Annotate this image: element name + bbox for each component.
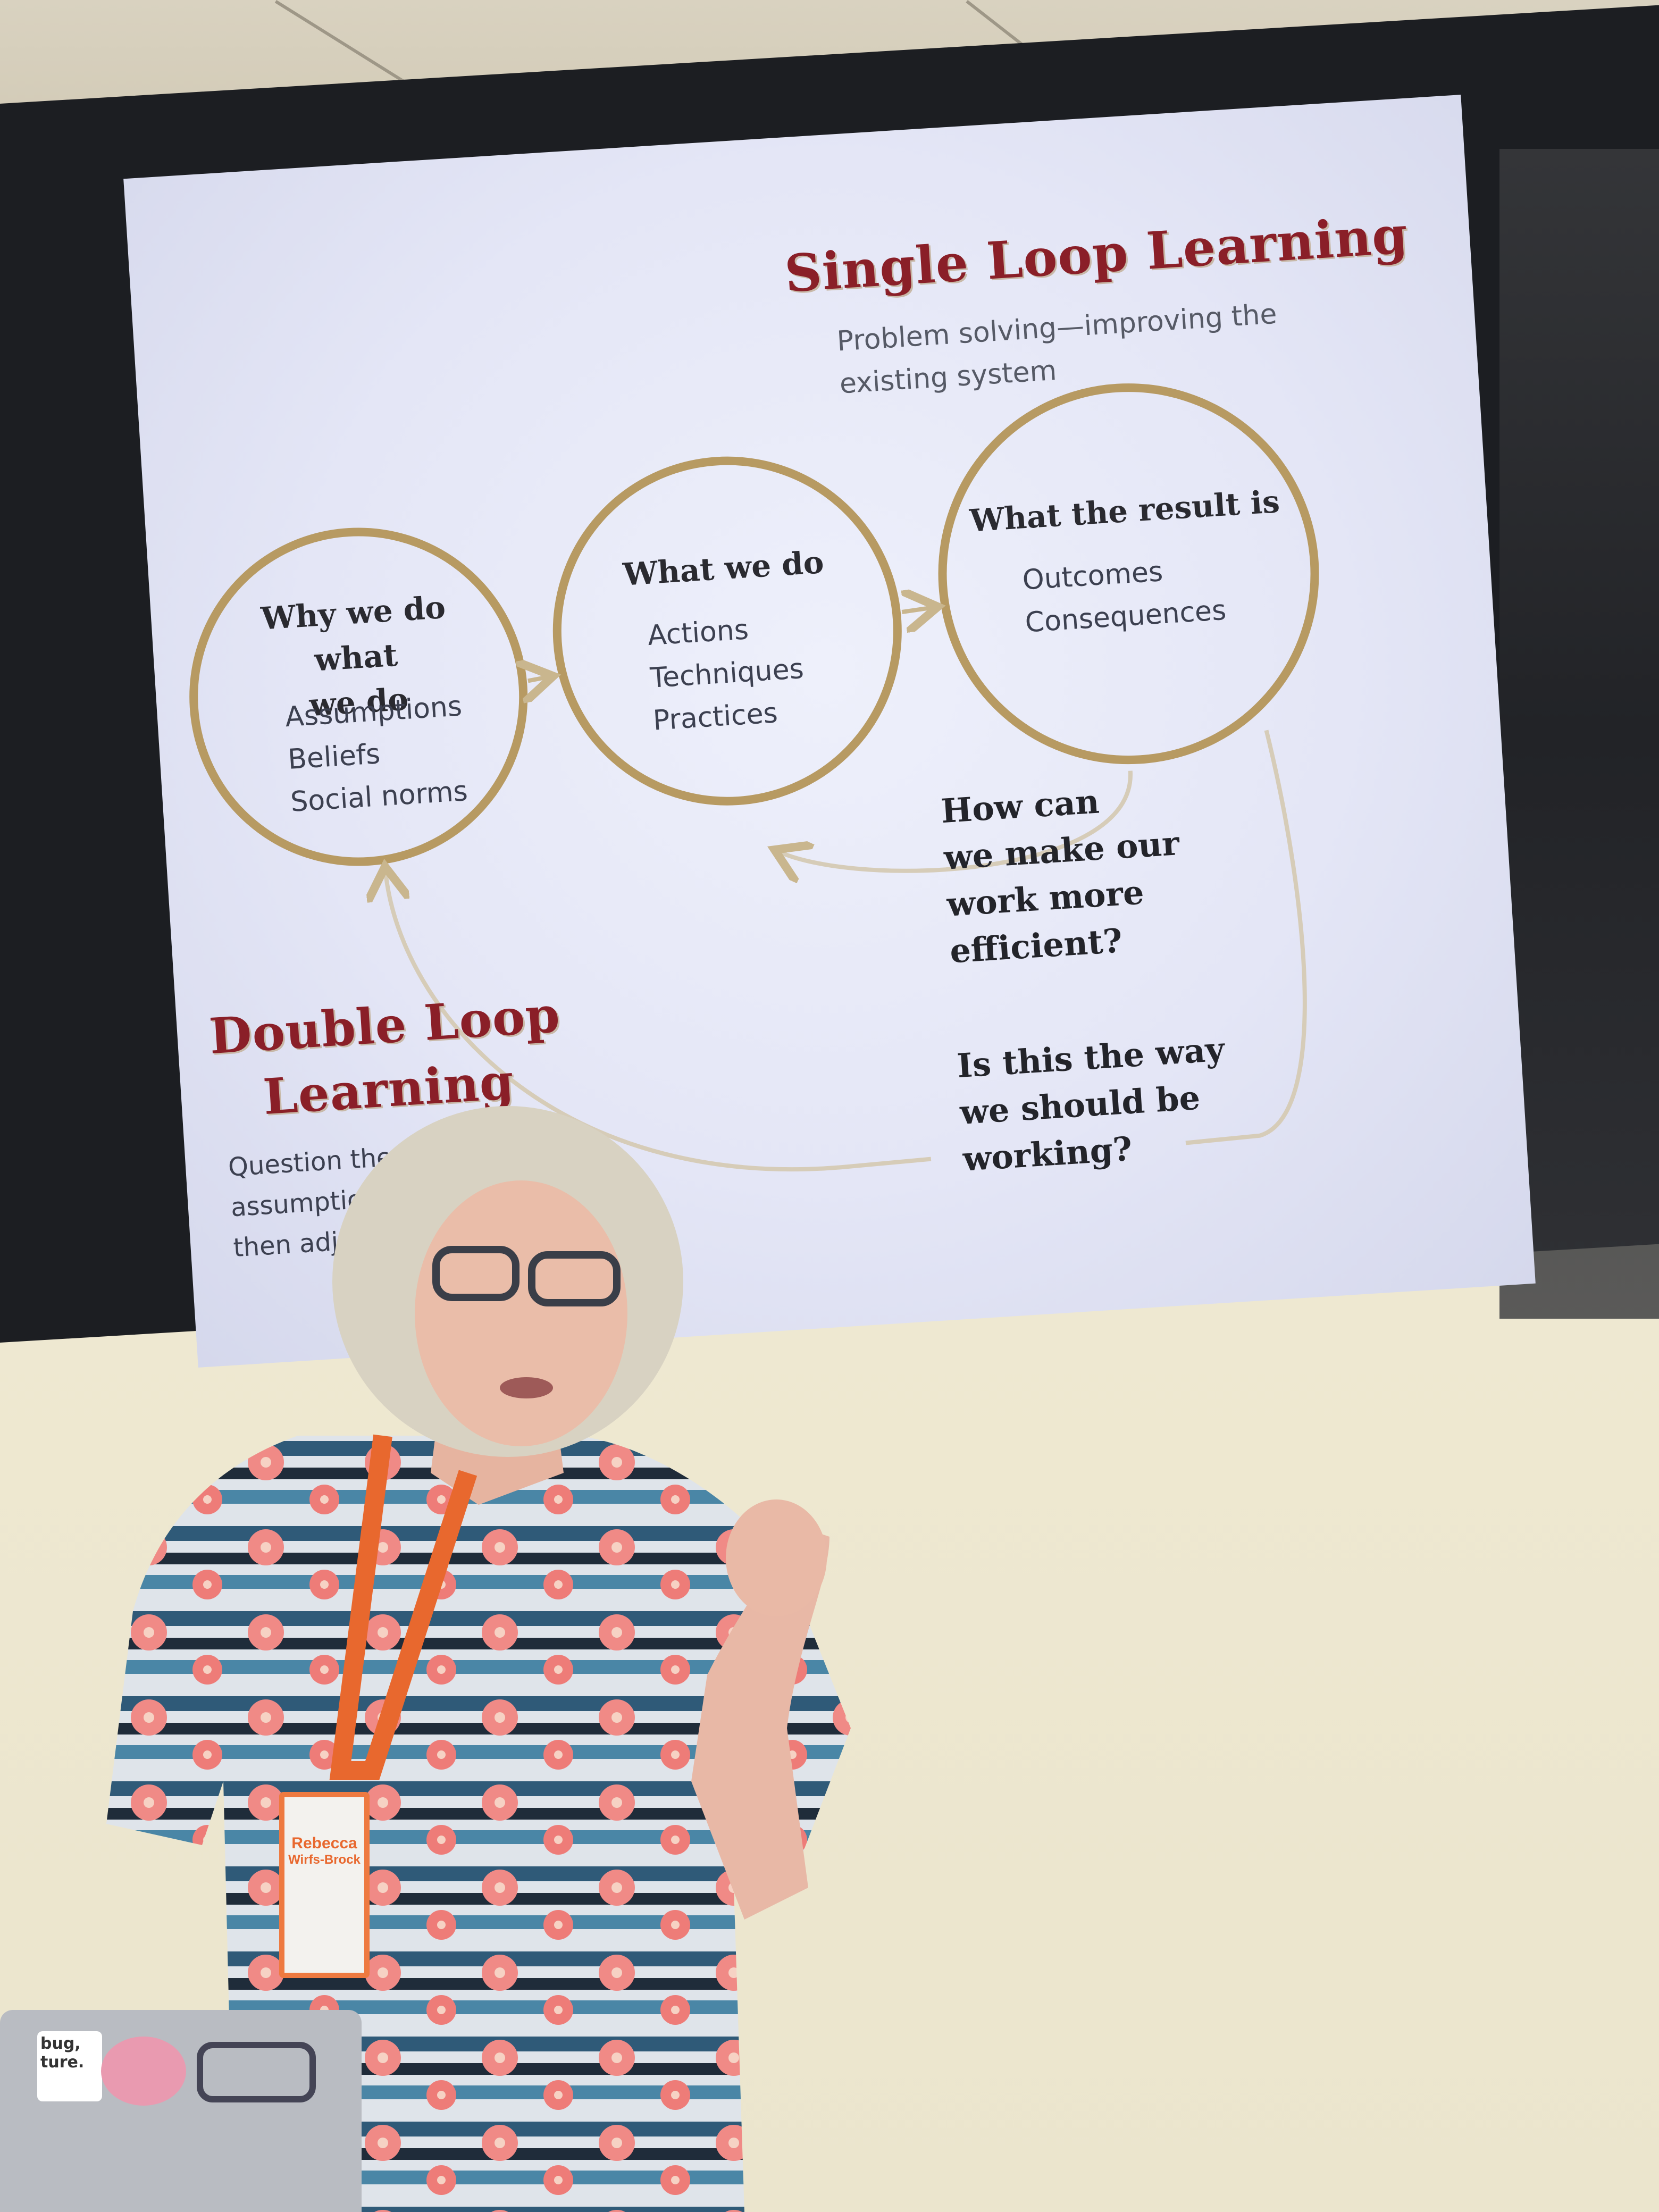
presenter-face: [415, 1180, 627, 1446]
name-badge: Rebecca Wirfs-Brock: [279, 1792, 370, 1978]
circle-what-items: Actions Techniques Practices: [647, 605, 808, 742]
glasses-icon: [432, 1246, 520, 1301]
laptop-sticker: bug, ture.: [37, 2031, 102, 2101]
presenter: [106, 1106, 851, 2212]
double-loop-question: Is this the way we should be working?: [956, 1026, 1231, 1183]
circle-why-title-line-1: Why we do what: [259, 589, 447, 678]
presenter-hand: [726, 1499, 827, 1616]
arrow-what-to-result: [902, 607, 934, 612]
arrow-single-loop: [775, 770, 1133, 880]
arrow-double-loop: [380, 730, 1307, 1172]
laptop: bug, ture.: [0, 2010, 362, 2212]
circle-what-ring: [552, 456, 902, 806]
circle-why-items: Assumptions Beliefs Social norms: [284, 685, 469, 823]
badge-name-line-2: Wirfs-Brock: [288, 1853, 361, 1867]
laptop-sticker-pink: [101, 2037, 186, 2106]
presentation-slide: Single Loop Learning Problem solving—imp…: [123, 95, 1536, 1368]
laptop-sticker-glasses: [197, 2042, 316, 2102]
badge-name-line-1: Rebecca: [291, 1834, 357, 1852]
circle-result-items: Outcomes Consequences: [1021, 547, 1227, 644]
presenter-mouth: [500, 1377, 553, 1398]
sticker-text: bug,: [40, 2034, 81, 2053]
circle-result-ring: [938, 383, 1319, 765]
lanyard: [329, 1434, 477, 1780]
tv-reflection: [1499, 149, 1659, 1319]
arrow-why-to-what: [528, 677, 549, 681]
glasses-icon: [528, 1251, 621, 1306]
loop-diagram: [189, 383, 1319, 1172]
presenter-arm: [691, 1526, 830, 1920]
sticker-text: ture.: [40, 2053, 85, 2072]
single-loop-question: How can we make our work more efficient?: [940, 773, 1186, 975]
